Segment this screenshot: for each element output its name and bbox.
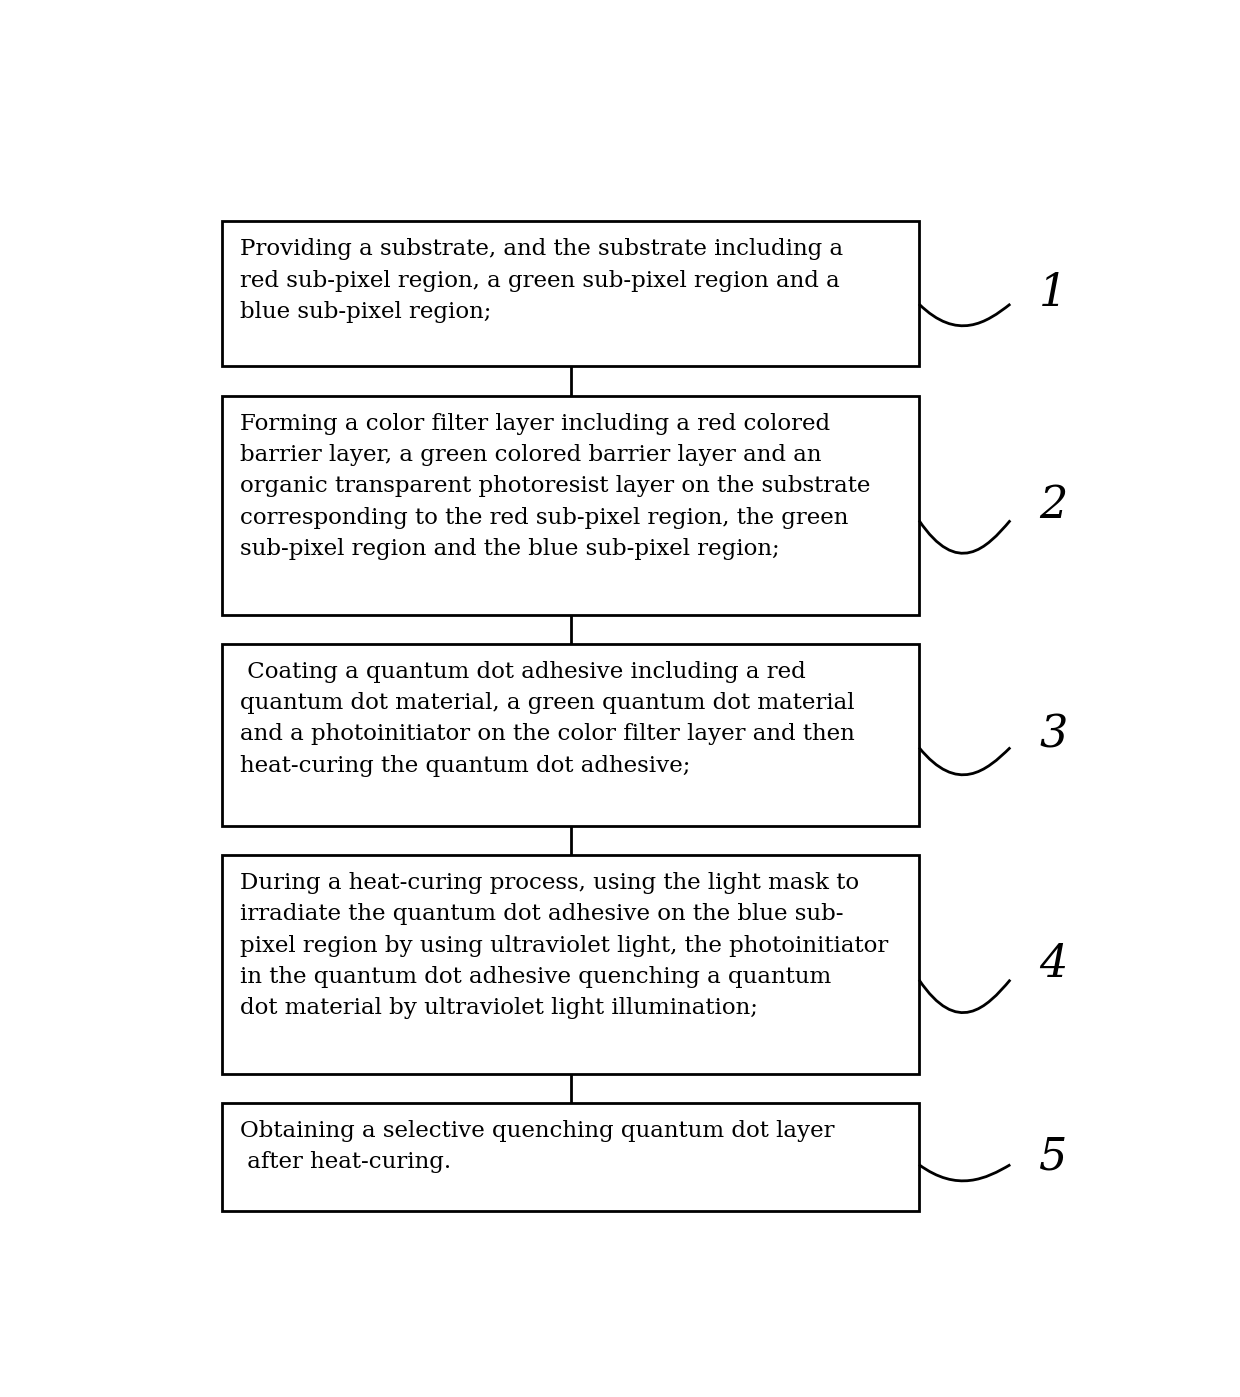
- FancyBboxPatch shape: [222, 644, 919, 826]
- Text: 2: 2: [1039, 483, 1068, 527]
- FancyBboxPatch shape: [222, 855, 919, 1074]
- Text: Forming a color filter layer including a red colored
barrier layer, a green colo: Forming a color filter layer including a…: [239, 412, 870, 560]
- Text: 3: 3: [1039, 712, 1068, 756]
- FancyBboxPatch shape: [222, 395, 919, 615]
- Text: During a heat-curing process, using the light mask to
irradiate the quantum dot : During a heat-curing process, using the …: [239, 872, 888, 1020]
- FancyBboxPatch shape: [222, 1104, 919, 1211]
- Text: Obtaining a selective quenching quantum dot layer
 after heat-curing.: Obtaining a selective quenching quantum …: [239, 1120, 835, 1173]
- Text: Providing a substrate, and the substrate including a
red sub-pixel region, a gre: Providing a substrate, and the substrate…: [239, 239, 843, 323]
- Text: 5: 5: [1039, 1136, 1068, 1179]
- Text: Coating a quantum dot adhesive including a red
quantum dot material, a green qua: Coating a quantum dot adhesive including…: [239, 661, 854, 777]
- Text: 1: 1: [1039, 272, 1068, 316]
- Text: 4: 4: [1039, 943, 1068, 986]
- FancyBboxPatch shape: [222, 222, 919, 366]
